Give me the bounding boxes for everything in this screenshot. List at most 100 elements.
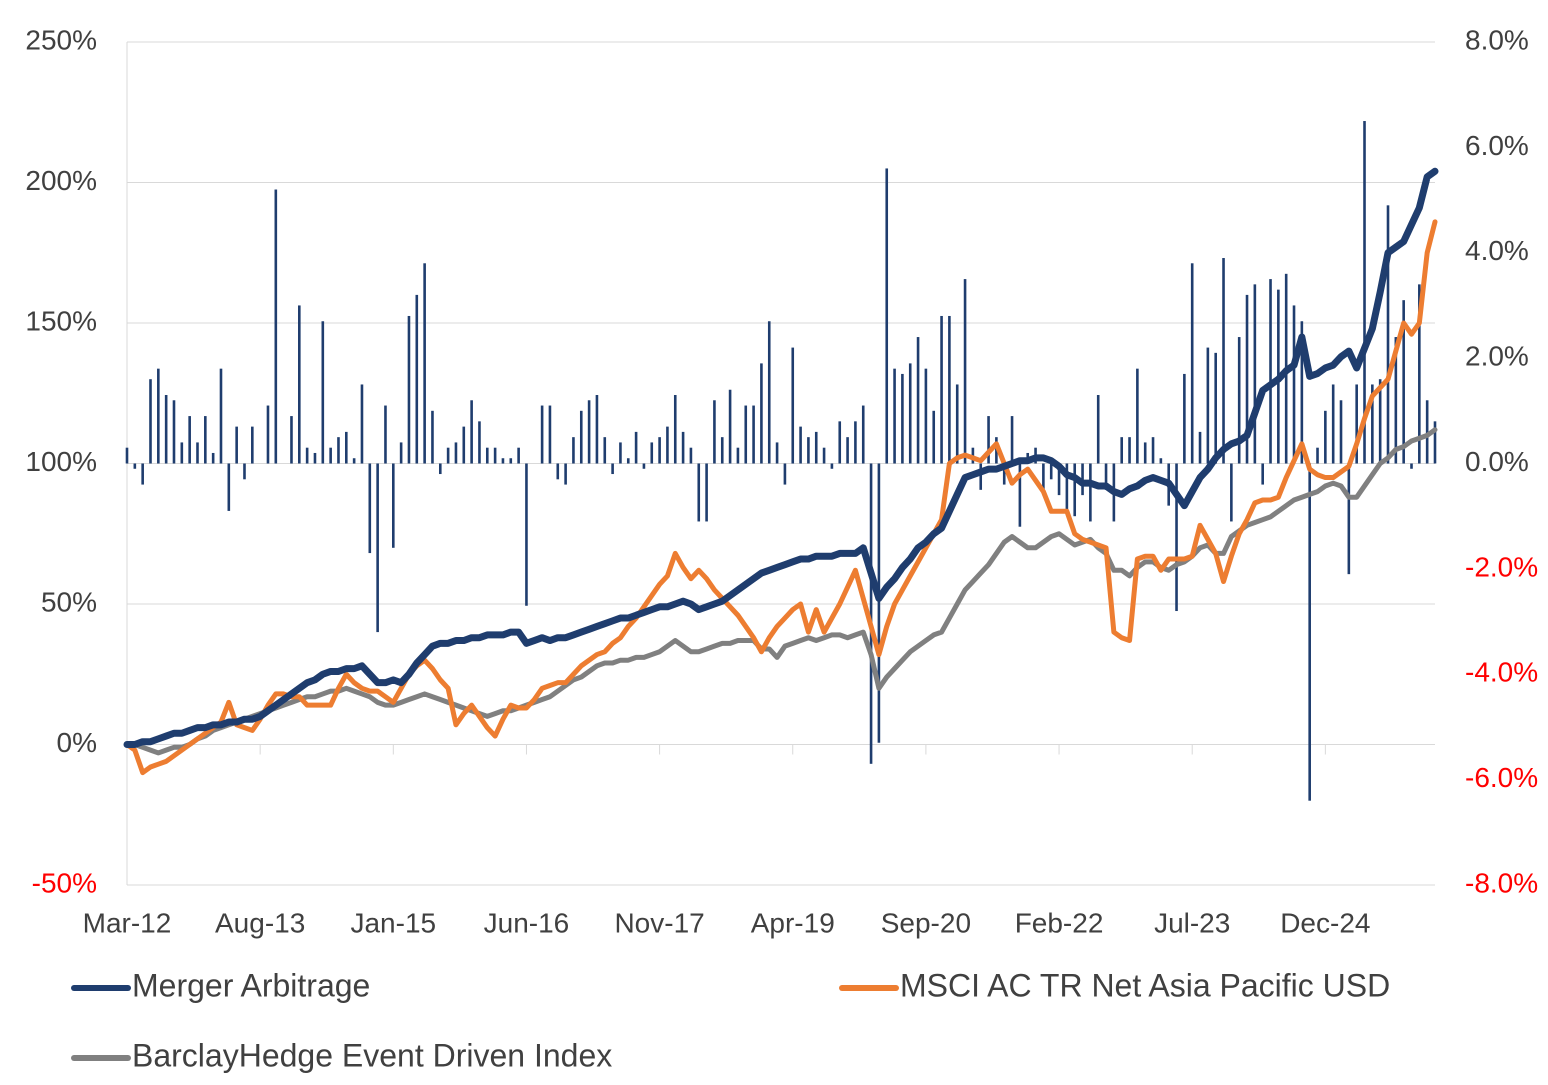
y-tick-label: 150% [25, 305, 97, 336]
bar [893, 368, 896, 464]
bar [337, 437, 340, 464]
bar [196, 442, 199, 464]
bar [979, 463, 983, 490]
bar [540, 405, 544, 464]
y2-tick-label: 4.0% [1465, 235, 1529, 266]
y2-tick-label: -8.0% [1465, 867, 1538, 898]
x-tick-label: Feb-22 [1015, 907, 1104, 938]
bar [204, 416, 207, 464]
bar [251, 426, 254, 464]
bar [352, 458, 356, 464]
bar [728, 389, 732, 464]
bar [1245, 294, 1249, 464]
bar [391, 463, 395, 548]
bar [1175, 463, 1178, 612]
bar [368, 463, 372, 554]
bar [901, 373, 904, 464]
bar [1073, 463, 1077, 517]
bar [1136, 368, 1139, 464]
bar [1402, 300, 1405, 464]
bar [908, 363, 912, 464]
bar [838, 421, 842, 464]
bar [1120, 437, 1124, 464]
bar [736, 447, 740, 464]
bar [846, 437, 849, 464]
y-tick-label: 0% [57, 727, 97, 758]
bar [274, 189, 278, 464]
bar [1316, 447, 1319, 464]
y2-tick-label: -6.0% [1465, 762, 1538, 793]
bar [180, 442, 184, 464]
bar [1065, 463, 1069, 511]
bar [172, 400, 176, 464]
bar [940, 315, 943, 464]
bar [1363, 121, 1366, 464]
x-tick-label: Sep-20 [881, 907, 971, 938]
bar [681, 431, 685, 464]
bar [407, 315, 411, 464]
bar [1355, 384, 1358, 464]
series-line [124, 219, 1438, 776]
bar [125, 447, 129, 464]
bar [266, 405, 270, 464]
bar [799, 426, 802, 464]
bar [133, 463, 137, 469]
bar [517, 447, 520, 464]
bar [791, 347, 795, 464]
bar [321, 321, 325, 464]
bar [1394, 337, 1398, 464]
bar [1386, 205, 1390, 464]
x-tick-label: Mar-12 [83, 907, 172, 938]
bar [345, 431, 348, 464]
bar [869, 463, 873, 764]
bar [783, 463, 787, 485]
series-line [123, 167, 1439, 748]
bar [861, 405, 865, 464]
bar [1261, 463, 1264, 485]
bar [164, 395, 168, 464]
bar [885, 168, 889, 464]
bar [438, 463, 442, 475]
bar [1151, 437, 1155, 464]
bar [673, 395, 677, 464]
bar [822, 447, 826, 464]
bar [713, 400, 716, 464]
bar [525, 463, 528, 606]
bar [290, 416, 293, 464]
bar [932, 410, 936, 464]
bar [1159, 458, 1163, 464]
bar [1433, 421, 1437, 464]
x-tick-label: Jun-16 [484, 907, 570, 938]
bar [188, 416, 191, 464]
bar [924, 368, 928, 464]
bar [1418, 284, 1421, 464]
bar [666, 426, 669, 464]
bar [384, 405, 387, 464]
y2-tick-label: -4.0% [1465, 657, 1538, 688]
bar [1308, 463, 1311, 801]
bar [219, 368, 223, 464]
bar [854, 421, 857, 464]
bar [1190, 263, 1194, 464]
bar [697, 463, 701, 522]
bar [626, 458, 630, 464]
bar [1378, 379, 1382, 464]
bar [767, 321, 771, 464]
bar [1018, 463, 1022, 527]
bar [1104, 463, 1108, 490]
bar [814, 431, 818, 464]
bar [1206, 347, 1210, 464]
y-tick-label: 50% [41, 586, 97, 617]
bar [141, 463, 144, 485]
bar [658, 437, 661, 464]
bar [1371, 384, 1374, 464]
bar [830, 463, 834, 469]
bar [689, 447, 693, 464]
bar [243, 463, 246, 480]
bar [877, 463, 881, 743]
y-tick-label: 200% [25, 165, 97, 196]
bar [572, 437, 575, 464]
bar [470, 400, 473, 464]
bar [987, 416, 990, 464]
